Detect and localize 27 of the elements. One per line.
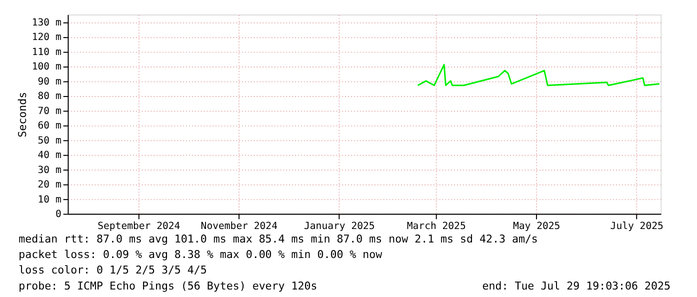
line-series xyxy=(417,64,660,86)
y-tick-label: 40 m xyxy=(38,150,62,162)
y-tick-label: 90 m xyxy=(38,76,62,88)
y-tick-label: 120 m xyxy=(32,32,62,44)
y-tick-label: 20 m xyxy=(38,180,62,191)
text: median rtt: 87.0 ms avg 101.0 ms max 85.4 ms min 87.0 ms now 2.1 ms sd 42.3 am/s xyxy=(18,232,538,246)
x-tick-label: November 2024 xyxy=(200,221,278,232)
x-tick-label: March 2025 xyxy=(406,221,466,232)
y-tick-label: 130 m xyxy=(32,17,62,28)
x-tick-label: May 2025 xyxy=(513,221,560,232)
y-tick-label: 100 m xyxy=(32,62,62,73)
y-tick-label: 30 m xyxy=(38,164,62,176)
y-tick-label: 80 m xyxy=(38,91,62,102)
y-tick-label: 10 m xyxy=(38,194,62,206)
x-tick-label: July 2025 xyxy=(610,221,664,232)
x-tick-label: September 2024 xyxy=(98,221,180,232)
text: probe: 5 ICMP Echo Pings (56 Bytes) every 120s xyxy=(18,279,318,292)
text: loss color: 0 1/5 2/5 3/5 4/5 xyxy=(18,264,207,277)
y-tick-label: 60 m xyxy=(38,120,62,132)
text: packet loss: 0.09 % avg 8.38 % max 0.00 % min 0.00 % now xyxy=(18,248,383,261)
y-tick-label: 0 xyxy=(55,209,62,220)
y-tick-label: 110 m xyxy=(32,46,62,58)
text: end: Tue Jul 29 19:03:06 2025 xyxy=(482,279,670,292)
y-axis-title: Seconds xyxy=(16,92,29,138)
y-tick-label: 50 m xyxy=(38,135,62,146)
x-tick-label: January 2025 xyxy=(304,221,375,232)
y-tick-label: 70 m xyxy=(38,106,62,117)
